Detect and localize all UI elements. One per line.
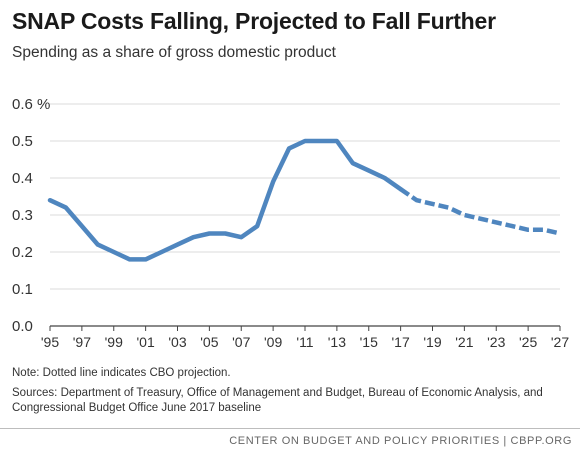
projection-series-line (399, 187, 561, 236)
chart-title: SNAP Costs Falling, Projected to Fall Fu… (12, 8, 496, 34)
x-tick-label: '15 (360, 334, 378, 350)
y-tick-label: 0.4 (12, 170, 33, 187)
y-tick-label: 0.5 (12, 133, 33, 150)
y-tick-label: 0.6 % (12, 96, 50, 113)
x-tick-label: '19 (423, 334, 441, 350)
y-tick-label: 0.1 (12, 281, 33, 298)
x-axis-ticks: '95 '97 '99 '01 '03 '05 '07 '09 '11 '13 '15 '17 '19 '… (41, 326, 569, 350)
data-series (47, 138, 561, 262)
x-tick-label: '99 (105, 334, 123, 350)
x-tick-label: '07 (232, 334, 250, 350)
y-tick-label: 0.3 (12, 207, 33, 224)
x-tick-label: '05 (200, 334, 218, 350)
x-tick-label: '97 (73, 334, 91, 350)
x-tick-label: '09 (264, 334, 282, 350)
chart-sources: Sources: Department of Treasury, Office … (12, 387, 543, 414)
actual-series-line (47, 138, 403, 262)
footer-divider (0, 428, 580, 429)
y-tick-label: 0.0 (12, 318, 33, 335)
x-tick-label: '03 (168, 334, 186, 350)
organization-credit: CENTER ON BUDGET AND POLICY PRIORITIES |… (229, 435, 572, 447)
chart-subtitle: Spending as a share of gross domestic pr… (12, 44, 336, 61)
x-tick-label: '27 (551, 334, 569, 350)
x-tick-label: '17 (392, 334, 410, 350)
line-chart: 0.00.10.20.30.40.50.6 % '95'97'99'01'03 '… (12, 96, 569, 350)
x-tick-label: '11 (296, 334, 313, 350)
x-tick-label: '23 (487, 334, 505, 350)
x-tick-label: '01 (137, 334, 155, 350)
x-tick-label: '13 (328, 334, 346, 350)
chart-note: Note: Dotted line indicates CBO projecti… (12, 367, 231, 379)
y-axis-ticks: 0.0 0.1 0.2 0.3 0.4 0.5 0.6 % (12, 96, 50, 335)
y-tick-label: 0.2 (12, 244, 33, 261)
gridlines (50, 103, 560, 327)
x-tick-label: '21 (455, 334, 473, 350)
x-tick-label: '95 (41, 334, 59, 350)
x-tick-label: '25 (519, 334, 537, 350)
